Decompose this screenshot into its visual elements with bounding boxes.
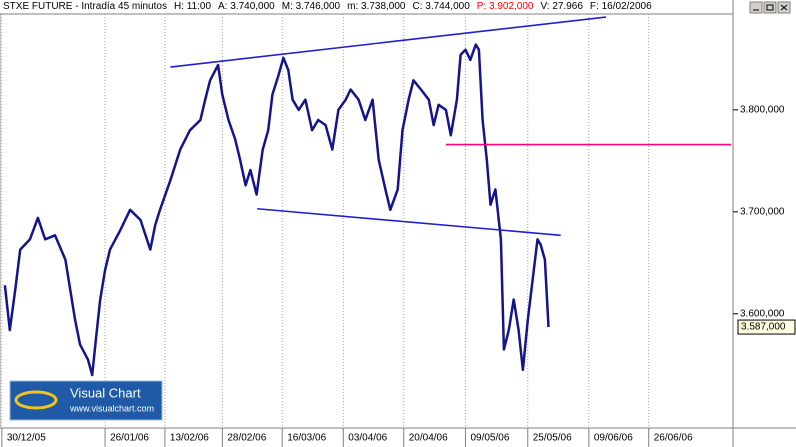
y-tick-label: 3.700,000 — [740, 206, 785, 217]
x-tick-label: 09/06/06 — [594, 433, 633, 444]
x-tick-label: 30/12/05 — [7, 433, 46, 444]
trend-line — [170, 16, 607, 68]
y-tick-label: 3.600,000 — [740, 308, 785, 319]
y-tick-label: 3.800,000 — [740, 104, 785, 115]
x-tick-label: 28/02/06 — [227, 433, 266, 444]
last-price-box — [737, 319, 796, 335]
x-tick-label: 26/06/06 — [654, 433, 693, 444]
plot-area — [0, 13, 734, 429]
logo-box — [9, 380, 163, 421]
window-buttons — [749, 1, 791, 14]
header-bar: STXE FUTURE - Intradía 45 minutos H: 11:0… — [0, 0, 740, 14]
header-item: m: 3.738,000 — [347, 1, 406, 12]
maximize-button[interactable] — [763, 1, 777, 14]
x-tick-label: 25/05/06 — [533, 433, 572, 444]
x-tick-label: 03/04/06 — [348, 433, 387, 444]
x-tick-label: 13/02/06 — [170, 433, 209, 444]
header-item: P: 3.902,000 — [476, 1, 534, 12]
trend-line — [257, 207, 561, 237]
price-line — [3, 43, 550, 377]
header-item: STXE FUTURE - Intradía 45 minutos — [3, 1, 167, 12]
x-tick-label: 26/01/06 — [110, 433, 149, 444]
x-tick-label: 16/03/06 — [287, 433, 326, 444]
logo-url: www.visualchart.com — [69, 403, 154, 413]
icon — [766, 4, 774, 11]
icon — [780, 4, 788, 11]
header-item: F: 16/02/2006 — [589, 1, 652, 12]
last-price-label: 3.587,000 — [741, 322, 786, 333]
header-item: A: 3.740,000 — [218, 1, 275, 12]
header-item: V: 27.966 — [540, 1, 583, 12]
minimize-button[interactable] — [749, 1, 763, 14]
x-tick-label: 20/04/06 — [409, 433, 448, 444]
logo: Visual Chart www.visualchart.com — [9, 380, 163, 421]
header-item: C: 3.744,000 — [412, 1, 470, 12]
x-tick-label: 09/05/06 — [470, 433, 509, 444]
header-item: H: 11:00 — [173, 1, 212, 12]
logo-title: Visual Chart — [70, 385, 141, 400]
logo-icon — [14, 390, 58, 410]
header-item: M: 3.746,000 — [281, 1, 341, 12]
